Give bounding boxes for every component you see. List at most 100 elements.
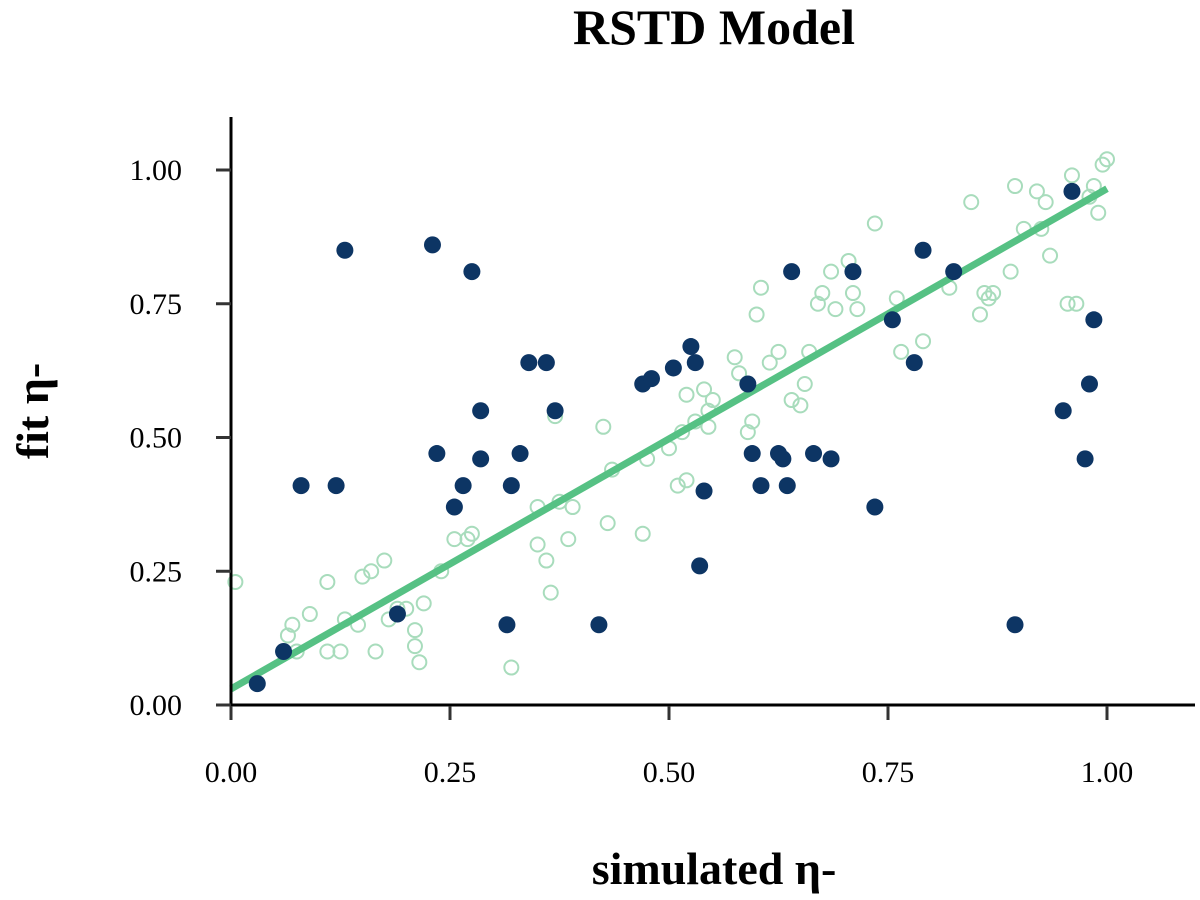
filled-point-9 [454, 477, 472, 495]
filled-point-8 [445, 498, 463, 516]
filled-point-12 [472, 402, 490, 420]
hollow-point-53 [748, 306, 765, 323]
hollow-point-48 [704, 392, 721, 409]
filled-point-37 [866, 498, 884, 516]
filled-point-6 [423, 236, 441, 254]
filled-point-10 [463, 263, 481, 281]
filled-point-44 [1063, 182, 1081, 200]
filled-point-43 [1054, 402, 1072, 420]
hollow-point-25 [503, 659, 520, 676]
hollow-point-37 [634, 525, 651, 542]
hollow-point-73 [963, 194, 980, 211]
filled-point-3 [327, 477, 345, 495]
fit-line [229, 185, 1109, 692]
hollow-point-1 [279, 627, 296, 644]
hollow-point-12 [367, 643, 384, 660]
filled-point-7 [428, 445, 446, 463]
filled-point-34 [805, 445, 823, 463]
filled-point-17 [537, 354, 555, 372]
hollow-point-28 [538, 552, 555, 569]
hollow-point-55 [761, 354, 778, 371]
filled-point-32 [778, 477, 796, 495]
hollow-point-40 [669, 477, 686, 494]
hollow-points-group [227, 151, 1115, 676]
hollow-point-76 [980, 290, 997, 307]
hollow-point-0 [227, 573, 244, 590]
hollow-point-70 [893, 343, 910, 360]
y-tick-label-0: 0.00 [130, 689, 183, 722]
hollow-point-77 [985, 285, 1002, 302]
y-tick-label-1: 0.25 [130, 555, 183, 588]
filled-point-21 [642, 370, 660, 388]
hollow-point-84 [1042, 247, 1059, 264]
filled-point-46 [1080, 375, 1098, 393]
filled-point-13 [498, 616, 516, 634]
x-axis-label: simulated η- [592, 843, 837, 894]
hollow-point-11 [363, 563, 380, 580]
filled-point-18 [546, 402, 564, 420]
filled-point-40 [914, 241, 932, 259]
filled-point-36 [844, 263, 862, 281]
filled-point-26 [695, 482, 713, 500]
hollow-point-54 [752, 279, 769, 296]
filled-point-1 [275, 643, 293, 660]
filled-point-31 [774, 450, 792, 468]
hollow-point-20 [415, 595, 432, 612]
hollow-point-2 [284, 616, 301, 633]
hollow-point-22 [446, 531, 463, 548]
hollow-point-83 [1037, 194, 1054, 211]
hollow-point-10 [354, 568, 371, 585]
hollow-point-23 [459, 531, 476, 548]
filled-point-38 [883, 311, 901, 329]
hollow-point-5 [319, 573, 336, 590]
hollow-point-67 [849, 301, 866, 318]
hollow-point-45 [696, 381, 713, 398]
hollow-point-52 [744, 413, 761, 430]
hollow-point-7 [332, 643, 349, 660]
x-tick-label-2: 0.50 [643, 756, 696, 789]
filled-point-11 [472, 450, 490, 468]
hollow-point-42 [678, 472, 695, 489]
filled-point-29 [752, 477, 770, 495]
hollow-point-17 [406, 622, 423, 639]
hollow-point-26 [529, 536, 546, 553]
filled-point-25 [691, 557, 709, 575]
y-ticks-group: 0.00 0.25 0.50 0.75 1.00 [130, 154, 231, 722]
fit-line-group [229, 185, 1109, 692]
hollow-point-75 [976, 285, 993, 302]
hollow-point-91 [1094, 156, 1111, 173]
filled-point-35 [822, 450, 840, 468]
y-axis-label: fit η- [7, 363, 58, 459]
hollow-point-49 [726, 349, 743, 366]
x-tick-label-0: 0.00 [205, 756, 258, 789]
hollow-point-74 [971, 306, 988, 323]
hollow-point-61 [809, 295, 826, 312]
filled-point-0 [248, 675, 266, 693]
filled-point-2 [292, 477, 310, 495]
filled-point-27 [739, 375, 757, 393]
y-tick-label-4: 1.00 [130, 154, 183, 187]
hollow-point-86 [1063, 167, 1080, 184]
filled-point-15 [511, 445, 529, 463]
filled-point-39 [905, 354, 923, 372]
hollow-point-79 [1007, 178, 1024, 195]
hollow-point-6 [319, 643, 336, 660]
filled-point-14 [502, 477, 520, 495]
hollow-point-71 [915, 333, 932, 350]
hollow-point-59 [796, 376, 813, 392]
hollow-point-13 [376, 552, 393, 569]
filled-point-16 [520, 354, 538, 372]
filled-point-22 [664, 359, 682, 377]
x-tick-label-1: 0.25 [424, 756, 477, 789]
filled-point-4 [336, 241, 354, 259]
hollow-point-62 [814, 285, 831, 302]
hollow-point-78 [1002, 263, 1019, 280]
hollow-point-63 [823, 263, 840, 280]
hollow-point-32 [560, 531, 577, 548]
filled-point-41 [945, 263, 963, 281]
y-tick-label-3: 0.75 [130, 288, 183, 321]
hollow-point-35 [599, 515, 616, 532]
hollow-point-34 [595, 418, 612, 435]
hollow-point-19 [411, 654, 428, 671]
